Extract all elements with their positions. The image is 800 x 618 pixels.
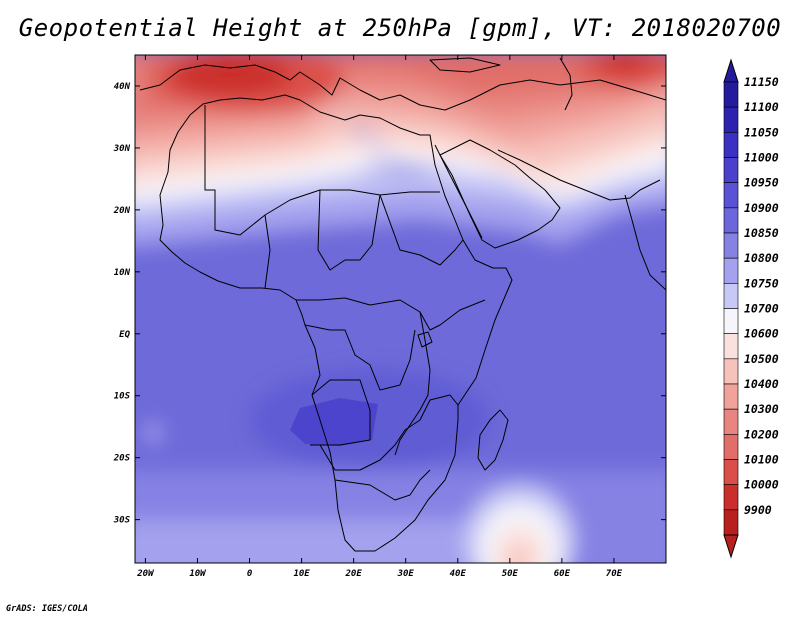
colorbar: 11150 11100 11050 11000 10950 10900 10850 10800… [723, 58, 779, 559]
border-southern [334, 469, 431, 501]
border-south-central [319, 394, 459, 471]
field-trough-core [506, 546, 530, 563]
colorbar-label: 10750 [744, 276, 779, 290]
lon-label: 70E [606, 569, 623, 579]
colorbar-label: 10800 [744, 251, 779, 265]
lon-label: 40E [450, 569, 467, 579]
colorbar-swatch [723, 283, 739, 309]
black-sea [429, 57, 501, 73]
lake-victoria [417, 331, 433, 348]
colorbar-label: 10600 [744, 327, 779, 341]
lon-label: 20E [345, 569, 363, 579]
colorbar-swatch [723, 182, 739, 209]
border-west [264, 214, 271, 289]
colorbar-swatch [723, 308, 739, 334]
colorbar-label: 10700 [744, 302, 779, 316]
colorbar-swatch [723, 81, 739, 108]
lon-label: 50E [502, 569, 519, 579]
colorbar-swatch [723, 232, 739, 259]
colorbar-label: 11100 [744, 100, 779, 114]
colorbar-swatch [723, 257, 739, 284]
lat-label: 30S [113, 516, 131, 526]
lat-label: 30N [113, 144, 131, 154]
border-congo [304, 324, 416, 391]
colorbar-swatch [723, 484, 739, 511]
colorbar-label: 11150 [744, 75, 779, 89]
colorbar-swatch [723, 157, 739, 183]
lat-label: EQ [119, 330, 130, 340]
colorbar-label: 9900 [744, 503, 772, 517]
border-east [379, 194, 464, 266]
coastlines [139, 57, 666, 552]
africa-coastline [159, 94, 513, 552]
field-south-edge [135, 520, 500, 563]
lon-label: 10E [293, 569, 310, 579]
lon-label: 10W [189, 569, 207, 579]
latitude-axis: 40N 30N 20N 10N EQ 10S 20S 30S [113, 82, 666, 526]
lon-label: 30E [397, 569, 415, 579]
plot-frame [134, 54, 667, 564]
madagascar-coastline [477, 409, 509, 471]
red-sea [434, 144, 483, 239]
grads-credit: GrADS: IGES/COLA [6, 604, 88, 614]
colorbar-label: 10200 [744, 427, 779, 441]
lat-label: 10N [114, 268, 131, 278]
field-low-east [603, 55, 647, 73]
border-angola [310, 379, 371, 446]
border-central [317, 189, 381, 271]
height-field [135, 55, 666, 563]
india-coastline [624, 194, 666, 291]
field-angola-max [290, 398, 378, 446]
map-title: Geopotential Height at 250hPa [gpm], VT:… [18, 14, 782, 42]
colorbar-label: 10950 [744, 176, 779, 190]
colorbar-swatch [723, 459, 739, 485]
lon-label: 20W [136, 569, 155, 579]
lat-label: 40N [114, 82, 131, 92]
lat-label: 10S [114, 392, 131, 402]
colorbar-top-arrow [723, 58, 739, 83]
lat-label: 20S [113, 454, 131, 464]
colorbar-label: 11000 [744, 151, 779, 165]
colorbar-label: 10000 [744, 478, 779, 492]
field-trough-inner [494, 525, 546, 563]
colorbar-swatch [723, 358, 739, 385]
colorbar-label: 10100 [744, 453, 779, 467]
lon-label: 60E [554, 569, 571, 579]
colorbar-label: 10850 [744, 226, 779, 240]
caspian-sea [559, 57, 573, 111]
colorbar-label: 10300 [744, 402, 779, 416]
arabia-coastline [439, 139, 561, 249]
colorbar-swatch [723, 509, 739, 536]
lat-label: 20N [113, 206, 131, 216]
colorbar-swatch [723, 408, 739, 435]
middle-east-coastline [497, 149, 661, 201]
field-atlantic-spot [144, 422, 162, 444]
colorbar-swatch [723, 207, 739, 234]
colorbar-bottom-arrow [723, 534, 739, 559]
border-equator [296, 297, 486, 331]
colorbar-swatch [723, 383, 739, 410]
colorbar-swatch [723, 132, 739, 158]
lon-label: 0 [247, 569, 253, 579]
colorbar-swatch [723, 333, 739, 360]
colorbar-label: 10400 [744, 377, 779, 391]
europe-coastline [139, 64, 666, 111]
border-north [204, 105, 440, 236]
longitude-axis: 20W 10W 0 10E 20E 30E 40E 50E 60E 70E [136, 55, 623, 579]
field-low-west [170, 55, 290, 95]
colorbar-label: 10500 [744, 352, 779, 366]
colorbar-label: 10900 [744, 201, 779, 215]
colorbar-swatch [723, 106, 739, 133]
colorbar-swatch [723, 434, 739, 460]
colorbar-label: 11050 [744, 125, 779, 139]
